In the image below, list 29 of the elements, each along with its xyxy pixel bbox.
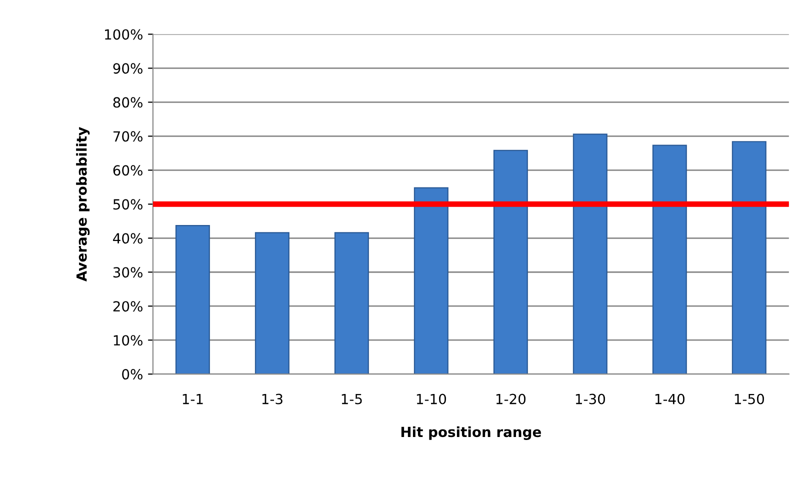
bar [493, 150, 528, 374]
y-axis-title: Average probability [76, 127, 90, 282]
x-tick-label: 1-20 [496, 394, 526, 404]
y-tick-label: 40% [113, 233, 142, 244]
y-tick-label: 10% [114, 335, 142, 346]
y-tick-label: 50% [113, 199, 142, 210]
x-tick-label: 1-3 [262, 394, 282, 404]
y-tick-label: 90% [113, 63, 142, 74]
x-tick-label: 1-1 [182, 394, 203, 404]
bar [572, 134, 608, 374]
bar [732, 141, 766, 374]
bar [652, 144, 687, 374]
x-tick-label: 1-10 [416, 394, 446, 404]
y-tick-label: 60% [113, 165, 142, 176]
bar [414, 187, 448, 374]
x-axis-title: Hit position range [401, 426, 542, 440]
y-tick-label: 70% [113, 131, 142, 142]
y-tick-label: 20% [113, 301, 142, 312]
x-tick-label: 1-5 [342, 394, 362, 404]
bar [334, 232, 369, 374]
y-tick-label: 30% [113, 267, 142, 278]
bar [254, 232, 290, 374]
y-tick-label: 80% [113, 97, 142, 108]
y-tick-label: 0% [122, 369, 142, 380]
x-tick-label: 1-50 [734, 394, 764, 404]
y-tick-label: 100% [105, 29, 142, 40]
x-tick-label: 1-30 [576, 394, 606, 404]
x-tick-label: 1-40 [655, 394, 684, 404]
bar [175, 225, 210, 374]
